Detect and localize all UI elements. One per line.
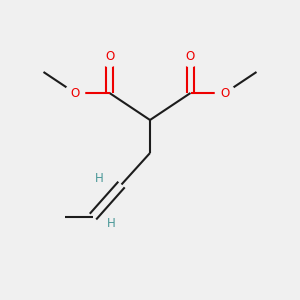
Circle shape: [89, 169, 109, 188]
Text: O: O: [70, 86, 80, 100]
Text: H: H: [94, 172, 103, 185]
Text: O: O: [220, 86, 230, 100]
Text: H: H: [107, 217, 116, 230]
Text: O: O: [105, 50, 114, 64]
Circle shape: [215, 83, 235, 103]
Text: O: O: [186, 50, 195, 64]
Circle shape: [100, 47, 119, 67]
Circle shape: [65, 83, 85, 103]
Circle shape: [102, 214, 121, 233]
Circle shape: [181, 47, 200, 67]
